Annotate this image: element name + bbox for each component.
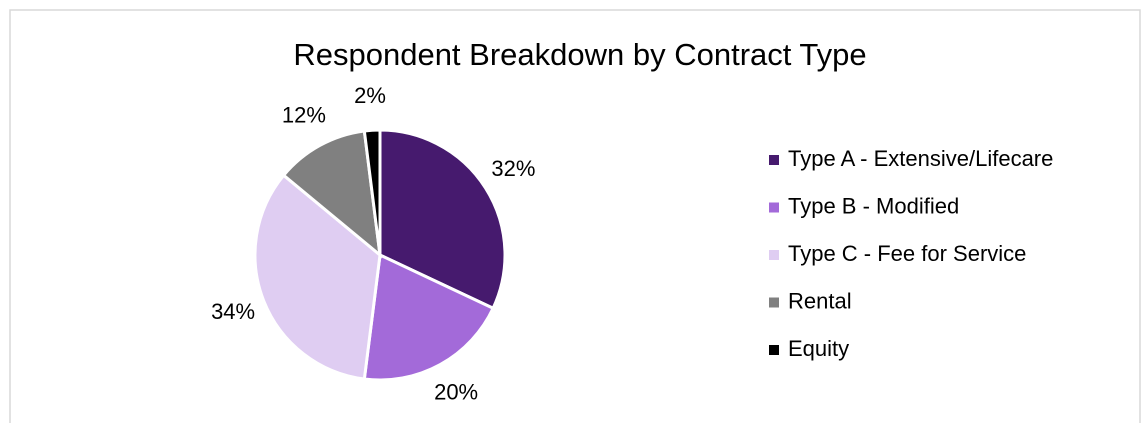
data-label: 34% <box>211 299 255 324</box>
legend-swatch <box>769 202 779 213</box>
data-label: 2% <box>354 83 386 108</box>
legend-label: Type C - Fee for Service <box>788 241 1026 266</box>
chart-frame <box>9 9 1141 423</box>
pie-slice <box>281 129 382 259</box>
pie-slice <box>362 252 496 382</box>
legend-swatch <box>769 297 779 308</box>
data-label: 12% <box>282 102 326 127</box>
data-label: 20% <box>434 379 478 404</box>
legend-label: Rental <box>788 288 852 313</box>
legend-swatch <box>769 155 779 165</box>
legend-swatch <box>769 250 779 260</box>
legend-label: Type A - Extensive/Lifecare <box>788 146 1053 171</box>
pie-slice <box>253 173 382 381</box>
data-label: 32% <box>491 156 535 181</box>
chart-title: Respondent Breakdown by Contract Type <box>293 37 866 72</box>
pie-slice <box>362 128 382 256</box>
legend-swatch <box>769 345 779 355</box>
legend-label: Type B - Modified <box>788 193 959 218</box>
legend-label: Equity <box>788 336 849 361</box>
pie-slice <box>378 128 507 311</box>
